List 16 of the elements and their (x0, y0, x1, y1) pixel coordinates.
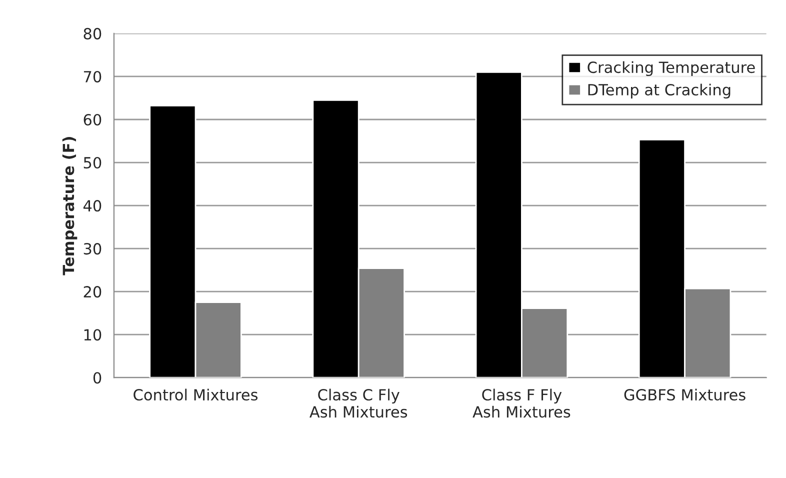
y-tick-label: 60 (84, 114, 102, 126)
y-tick-label: 30 (84, 243, 102, 255)
y-tick-label: 80 (84, 28, 102, 40)
y-axis-title: Temperature (F) (62, 137, 78, 276)
y-tick-label: 40 (83, 200, 102, 212)
y-tick-label: 50 (84, 156, 102, 169)
x-tick-label: GGBFS Mixtures (624, 388, 746, 401)
y-tick-label: 20 (84, 286, 102, 298)
x-tick-label: Class F Fly Ash Mixtures (472, 388, 570, 418)
legend-label: DTemp at Cracking (588, 84, 730, 98)
y-tick-label: 70 (84, 70, 102, 82)
legend-label: Cracking Temperature (588, 61, 755, 76)
x-tick-label: Class C Fly Ash Mixtures (310, 388, 408, 418)
y-tick-label: 10 (84, 329, 102, 341)
x-tick-label: Control Mixtures (134, 388, 258, 401)
y-tick-label: 0 (93, 372, 102, 384)
